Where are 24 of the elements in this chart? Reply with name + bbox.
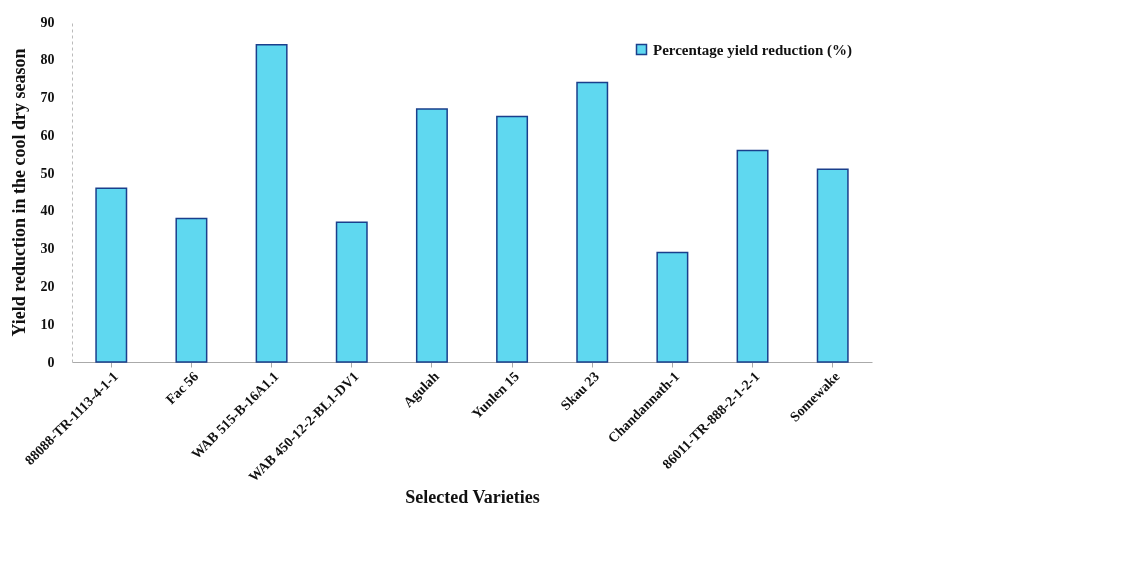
y-tick-label: 40	[40, 203, 55, 219]
bar	[576, 81, 609, 363]
y-tick-label: 10	[40, 316, 55, 332]
y-tick-label: 30	[40, 241, 55, 257]
bar	[255, 43, 288, 363]
x-axis-title: Selected Varieties	[405, 486, 540, 507]
bar	[816, 168, 849, 363]
bar	[736, 149, 769, 363]
y-tick-label: 90	[40, 14, 55, 30]
y-tick-label: 60	[40, 127, 55, 143]
bar	[335, 221, 368, 363]
y-axis-title: Yield reduction in the cool dry season	[8, 48, 29, 337]
y-tick-label: 0	[47, 354, 55, 370]
bar	[656, 251, 689, 363]
y-tick-label: 50	[40, 165, 55, 181]
bar	[175, 217, 208, 363]
y-tick-label: 80	[40, 52, 55, 68]
bar	[496, 115, 529, 363]
y-tick-label: 70	[40, 90, 55, 106]
legend-label: Percentage yield reduction (%)	[653, 41, 852, 59]
bar	[95, 187, 128, 363]
bar	[415, 108, 448, 363]
x-tick-label: Fac 56	[162, 368, 202, 408]
y-tick-label: 20	[40, 278, 55, 294]
